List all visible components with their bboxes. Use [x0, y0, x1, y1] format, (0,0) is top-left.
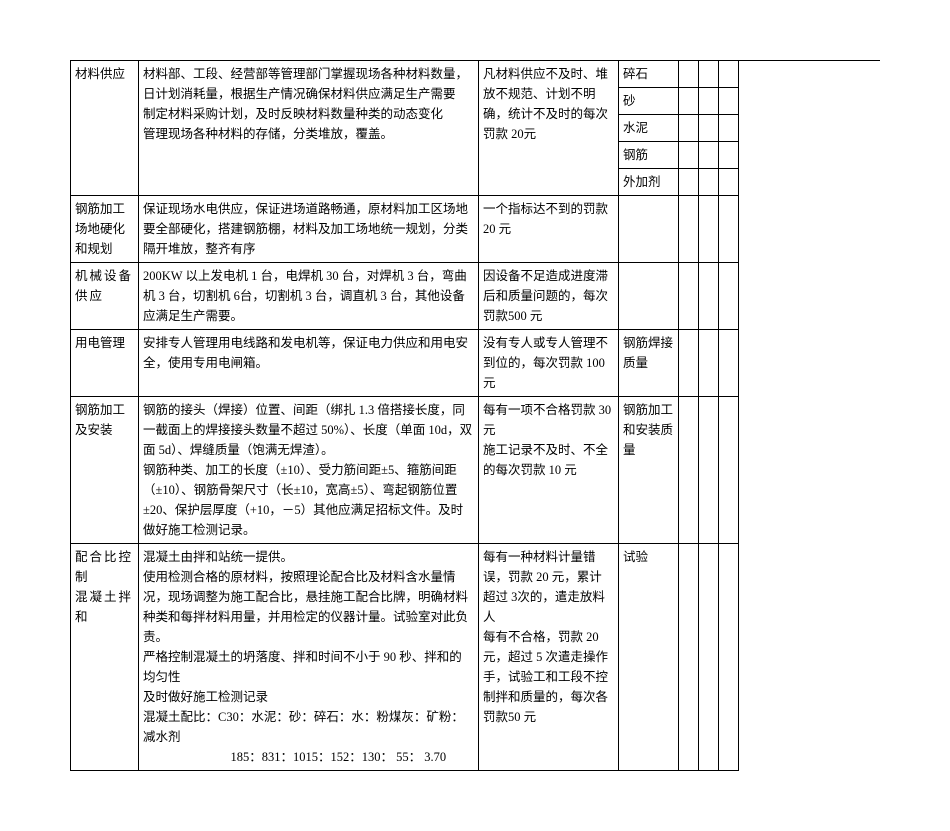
r6-c1a: 配合比控制	[75, 550, 133, 584]
blank	[679, 142, 699, 169]
mat-d: 钢筋	[619, 142, 679, 169]
blank	[699, 196, 719, 263]
mat-c: 水泥	[619, 115, 679, 142]
mat-e: 外加剂	[619, 169, 679, 196]
r4-c2: 安排专人管理用电线路和发电机等，保证电力供应和用电安全，使用专用电闸箱。	[139, 330, 479, 397]
blank	[719, 263, 739, 330]
blank	[699, 263, 719, 330]
blank	[619, 263, 679, 330]
r1-c1: 材料供应	[71, 61, 139, 196]
blank	[719, 142, 739, 169]
r6-c2: 混凝土由拌和站统一提供。 使用检测合格的原材料，按照理论配合比及材料含水量情况，…	[139, 544, 479, 771]
r6-c1: 配合比控制 混凝土拌和	[71, 544, 139, 771]
blank	[619, 196, 679, 263]
r6-c2-body: 混凝土由拌和站统一提供。 使用检测合格的原材料，按照理论配合比及材料含水量情况，…	[143, 550, 468, 744]
blank	[679, 61, 699, 88]
r5-c3: 每有一项不合格罚款 30元 施工记录不及时、不全的每次罚款 10 元	[479, 397, 619, 544]
blank	[679, 169, 699, 196]
blank	[719, 61, 739, 88]
r6-c4: 试验	[619, 544, 679, 771]
r4-c1: 用电管理	[71, 330, 139, 397]
r5-c1: 钢筋加工及安装	[71, 397, 139, 544]
blank	[699, 397, 719, 544]
r5-c2: 钢筋的接头（焊接）位置、间距（绑扎 1.3 倍搭接长度，同一截面上的焊接接头数量…	[139, 397, 479, 544]
r3-c2: 200KW 以上发电机 1 台，电焊机 30 台，对焊机 3 台，弯曲机 3 台…	[139, 263, 479, 330]
blank	[719, 397, 739, 544]
r6-c3: 每有一种材料计量错误，罚款 20 元，累计超过 3次的，遣走放料人 每有不合格，…	[479, 544, 619, 771]
blank	[699, 61, 719, 88]
blank	[679, 196, 699, 263]
r1-c3: 凡材料供应不及时、堆放不规范、计划不明确，统计不及时的每次罚款 20元	[479, 61, 619, 196]
r5-c4: 钢筋加工和安装质量	[619, 397, 679, 544]
blank	[699, 544, 719, 771]
r6-c2-last: 185：831：1015：152：130： 55： 3.70	[143, 747, 474, 767]
blank	[679, 115, 699, 142]
r2-c3: 一个指标达不到的罚款20 元	[479, 196, 619, 263]
blank	[699, 88, 719, 115]
spec-table: 材料供应 材料部、工段、经营部等管理部门掌握现场各种材料数量，日计划消耗量，根据…	[70, 60, 880, 771]
mat-a: 碎石	[619, 61, 679, 88]
r6-c1b: 混凝土拌和	[75, 590, 133, 624]
blank	[679, 88, 699, 115]
r3-c1: 机械设备供应	[71, 263, 139, 330]
r4-c4: 钢筋焊接质量	[619, 330, 679, 397]
r1-materials: 碎石 砂 水泥 钢筋 外加剂	[619, 61, 739, 196]
blank	[719, 330, 739, 397]
r1-c2: 材料部、工段、经营部等管理部门掌握现场各种材料数量，日计划消耗量，根据生产情况确…	[139, 61, 479, 196]
blank	[699, 330, 719, 397]
blank	[699, 169, 719, 196]
r4-c3: 没有专人或专人管理不到位的，每次罚款 100 元	[479, 330, 619, 397]
r3-c3: 因设备不足造成进度滞后和质量问题的，每次罚款500 元	[479, 263, 619, 330]
r2-c1: 钢筋加工场地硬化和规划	[71, 196, 139, 263]
blank	[679, 263, 699, 330]
blank	[699, 142, 719, 169]
blank	[719, 169, 739, 196]
blank	[679, 544, 699, 771]
blank	[719, 196, 739, 263]
blank	[679, 330, 699, 397]
r2-c2: 保证现场水电供应，保证进场道路畅通，原材料加工区场地要全部硬化，搭建钢筋棚，材料…	[139, 196, 479, 263]
blank	[719, 88, 739, 115]
mat-b: 砂	[619, 88, 679, 115]
blank	[699, 115, 719, 142]
blank	[719, 115, 739, 142]
blank	[719, 544, 739, 771]
blank	[679, 397, 699, 544]
